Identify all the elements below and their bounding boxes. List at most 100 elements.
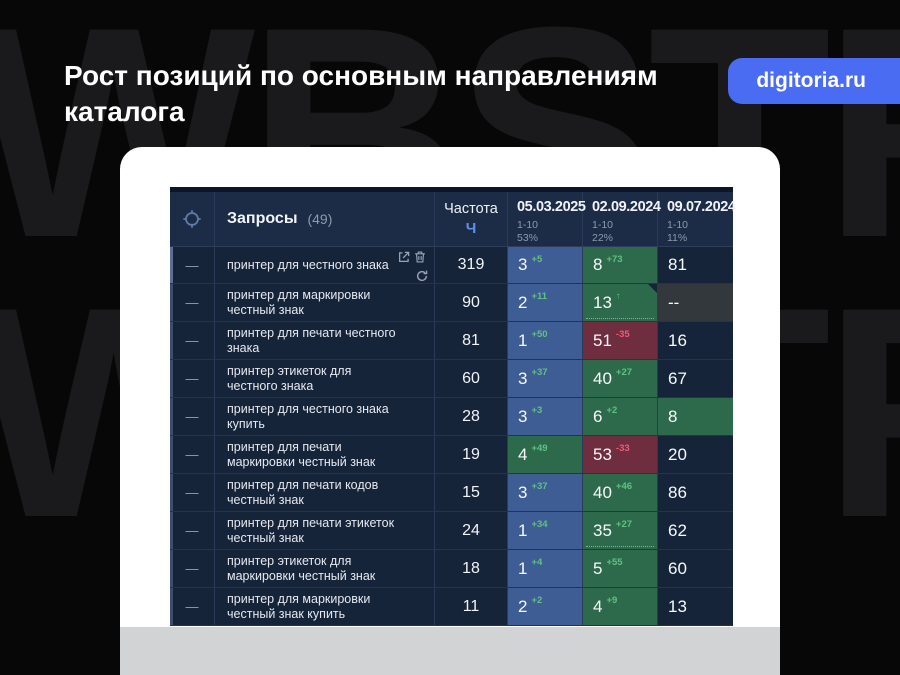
frequency-cell: 11 xyxy=(435,588,508,625)
query-cell[interactable]: принтер для печати маркировки честный зн… xyxy=(215,436,435,473)
position-value: 8 xyxy=(593,255,603,274)
table-row[interactable]: — принтер для честного знака купить 28 3 +3 6… xyxy=(170,398,733,436)
table-row[interactable]: — принтер этикеток для маркировки честный… xyxy=(170,550,733,588)
position-cell: 86 xyxy=(658,474,733,511)
position-delta-badge: -35 xyxy=(615,329,630,340)
table-row[interactable]: — принтер для печати маркировки честный з… xyxy=(170,436,733,474)
query-cell[interactable]: принтер для честного знака xyxy=(215,247,435,283)
external-link-icon[interactable] xyxy=(397,250,411,264)
position-delta-badge: +49 xyxy=(531,443,548,454)
table-row[interactable]: — принтер для маркировки честный знак 90 2 +… xyxy=(170,284,733,322)
position-cell: 81 xyxy=(658,247,733,283)
row-actions-line2 xyxy=(395,269,429,287)
position-value: 3 xyxy=(518,406,528,426)
position-value: 3 xyxy=(518,368,528,388)
position-cell: 4 +49 xyxy=(508,436,583,473)
position-value: 60 xyxy=(668,558,687,578)
date-header-range: 1-10 xyxy=(592,219,614,231)
frequency-cell: 60 xyxy=(435,360,508,397)
frequency-cell: 28 xyxy=(435,398,508,435)
date-header-label: 05.03.2025 xyxy=(517,199,586,215)
position-value: 81 xyxy=(668,255,687,274)
position-cell: 2 +2 xyxy=(508,588,583,625)
position-delta-badge: +27 xyxy=(615,519,633,530)
row-drag-handle[interactable]: — xyxy=(170,588,215,625)
trash-icon[interactable] xyxy=(413,250,427,264)
queries-count: (49) xyxy=(307,211,333,227)
query-cell[interactable]: принтер для маркировки честный знак xyxy=(215,284,435,321)
position-delta-badge: +37 xyxy=(531,481,548,492)
date-column-header[interactable]: 09.07.2024 1-10 11% xyxy=(658,192,736,246)
query-text: принтер этикеток для честного знака xyxy=(227,363,352,393)
dotted-underline xyxy=(586,546,654,547)
position-delta-badge: +5 xyxy=(531,254,543,265)
position-cell: 8 xyxy=(658,398,733,435)
position-value: 1 xyxy=(518,520,528,540)
position-cell: 3 +5 xyxy=(508,247,583,283)
query-cell[interactable]: принтер для маркировки честный знак купи… xyxy=(215,588,435,625)
row-drag-handle[interactable]: — xyxy=(170,474,215,511)
position-cell: 20 xyxy=(658,436,733,473)
position-value: 8 xyxy=(668,406,678,426)
table-row[interactable]: — принтер для честного знака 319 3 +5 8 +73 81 xyxy=(170,247,733,284)
row-actions xyxy=(395,250,429,287)
queries-label: Запросы xyxy=(227,210,298,227)
brand-badge[interactable]: digitoria.ru xyxy=(728,58,900,104)
position-delta-badge: +2 xyxy=(606,405,618,416)
target-column-header[interactable] xyxy=(170,192,215,246)
query-cell[interactable]: принтер для печати этикеток честный знак xyxy=(215,512,435,549)
table-row[interactable]: — принтер для маркировки честный знак куп… xyxy=(170,588,733,626)
row-drag-handle[interactable]: — xyxy=(170,550,215,587)
position-cell: 51 -35 xyxy=(583,322,658,359)
crosshair-icon xyxy=(181,208,203,230)
position-value: 2 xyxy=(518,292,528,312)
date-header-percent: 11% xyxy=(667,232,688,245)
position-delta-badge: +46 xyxy=(615,481,633,492)
dash-icon: — xyxy=(185,371,199,386)
card-footer xyxy=(120,627,780,675)
position-cell: 35 +27 xyxy=(583,512,658,549)
query-cell[interactable]: принтер для печати честного знака xyxy=(215,322,435,359)
frequency-column-header[interactable]: Частота Ч xyxy=(435,192,508,246)
date-headers: 05.03.2025 1-10 53% 02.09.2024 1-10 22% 09.07.… xyxy=(508,192,736,246)
table-row[interactable]: — принтер для печати честного знака 81 1 +50… xyxy=(170,322,733,360)
position-value: 2 xyxy=(518,596,528,616)
query-cell[interactable]: принтер для честного знака купить xyxy=(215,398,435,435)
position-value: 13 xyxy=(593,292,612,312)
query-cell[interactable]: принтер для печати кодов честный знак xyxy=(215,474,435,511)
position-cell: 4 +9 xyxy=(583,588,658,625)
position-cell: 40 +46 xyxy=(583,474,658,511)
position-value: 6 xyxy=(593,406,603,426)
position-cell: 1 +50 xyxy=(508,322,583,359)
dash-icon: — xyxy=(185,409,199,424)
position-cell: 53 -33 xyxy=(583,436,658,473)
dash-icon: — xyxy=(185,257,199,273)
table-row[interactable]: — принтер для печати кодов честный знак 15… xyxy=(170,474,733,512)
row-drag-handle[interactable]: — xyxy=(170,398,215,435)
date-header-range: 1-10 xyxy=(517,219,539,231)
refresh-icon[interactable] xyxy=(415,269,429,283)
row-drag-handle[interactable]: — xyxy=(170,322,215,359)
date-column-header[interactable]: 05.03.2025 1-10 53% xyxy=(508,192,586,246)
row-drag-handle[interactable]: — xyxy=(170,360,215,397)
dash-icon: — xyxy=(185,485,199,500)
table-body: — принтер для честного знака 319 3 +5 8 +73 81—… xyxy=(170,247,733,626)
position-value: 67 xyxy=(668,368,687,388)
queries-column-header[interactable]: Запросы (49) xyxy=(215,192,435,246)
table-top-strip xyxy=(170,187,733,192)
row-drag-handle[interactable]: — xyxy=(170,284,215,321)
table-row[interactable]: — принтер этикеток для честного знака 60 3 +… xyxy=(170,360,733,398)
positions-table: Запросы (49) Частота Ч 05.03.2025 1-10 53%… xyxy=(170,187,736,626)
date-header-label: 02.09.2024 xyxy=(592,199,661,215)
query-cell[interactable]: принтер этикеток для маркировки честный … xyxy=(215,550,435,587)
date-column-header[interactable]: 02.09.2024 1-10 22% xyxy=(583,192,661,246)
row-drag-handle[interactable]: — xyxy=(170,436,215,473)
position-value: -- xyxy=(668,292,680,312)
row-drag-handle[interactable]: — xyxy=(170,247,215,283)
query-cell[interactable]: принтер этикеток для честного знака xyxy=(215,360,435,397)
row-drag-handle[interactable]: — xyxy=(170,512,215,549)
position-value: 3 xyxy=(518,255,528,274)
query-text: принтер этикеток для маркировки честный … xyxy=(227,553,376,583)
table-row[interactable]: — принтер для печати этикеток честный зна… xyxy=(170,512,733,550)
position-delta-badge: +73 xyxy=(606,254,623,265)
